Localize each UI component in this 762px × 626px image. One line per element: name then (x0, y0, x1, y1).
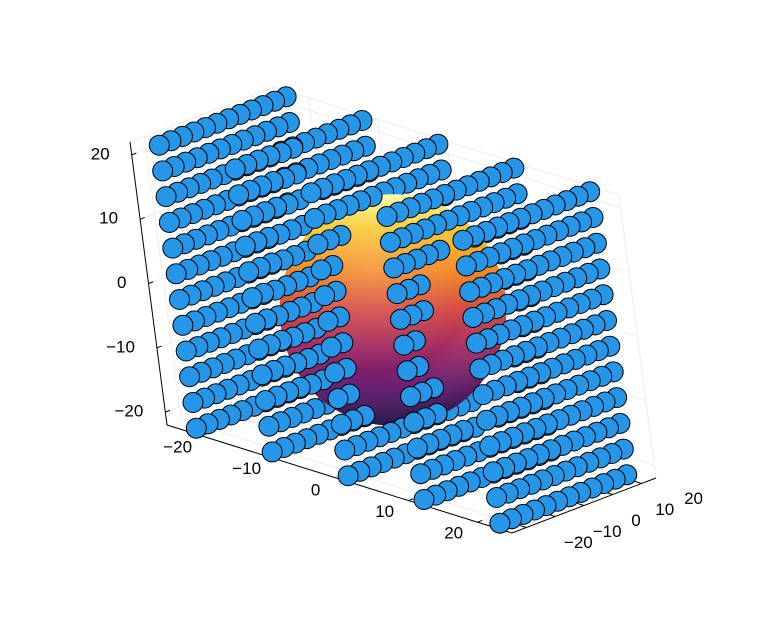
x-tick-label: −10 (232, 459, 261, 478)
y-tick-label: 10 (655, 500, 674, 519)
scatter-point (476, 409, 497, 431)
grid-line (156, 292, 302, 349)
z-tick-mark (131, 152, 137, 156)
scatter-point (486, 487, 508, 508)
scatter-point (314, 285, 336, 307)
scatter-point (244, 312, 266, 334)
x-tick-mark (477, 519, 483, 523)
scatter-point (228, 184, 250, 206)
x-tick-label: 20 (444, 524, 463, 543)
scatter-point (406, 437, 428, 459)
scatter-point (386, 283, 408, 305)
z-tick-mark (148, 281, 154, 284)
z-tick-mark (156, 345, 162, 349)
y-tick-label: 20 (684, 489, 703, 508)
scatter-point (155, 186, 177, 208)
points-front-layer (148, 86, 638, 534)
x-tick-label: 0 (311, 481, 320, 500)
scatter-point (317, 310, 339, 332)
scatter-point (251, 364, 273, 386)
scatter-point (459, 281, 481, 303)
scatter-point (393, 334, 415, 356)
scatter-point (455, 255, 477, 277)
scatter-point (185, 417, 207, 439)
y-tick-label: −20 (564, 533, 593, 552)
scatter-point (337, 465, 359, 487)
scatter-point (403, 411, 425, 433)
scatter-point (410, 463, 432, 485)
scatter-point (304, 207, 325, 229)
z-tick-label: −20 (114, 402, 143, 421)
scatter-point (330, 413, 352, 435)
scatter-point (258, 415, 280, 437)
x-tick-label: 10 (375, 502, 394, 521)
scatter-point (165, 263, 187, 285)
grid-line (275, 99, 621, 209)
scatter-point (152, 160, 174, 182)
scatter-point (169, 289, 190, 310)
x-tick-mark (408, 498, 414, 502)
scatter-point (224, 158, 246, 180)
scatter-point (182, 392, 204, 413)
scatter-point (172, 314, 194, 336)
scatter-point (334, 439, 356, 461)
scatter-point (248, 338, 270, 360)
scatter-point (465, 332, 487, 354)
grid-line (618, 194, 657, 479)
grid-line (139, 163, 285, 220)
grid-line (129, 86, 275, 143)
scatter-point (175, 340, 197, 362)
scatter-point (482, 461, 504, 483)
scatter-point (241, 287, 263, 309)
scatter-point (234, 235, 256, 257)
scatter-point (158, 211, 180, 233)
scatter-point (261, 441, 283, 463)
scatter-point (489, 512, 511, 534)
scatter-point (324, 362, 346, 384)
scatter-point (320, 336, 342, 358)
z-tick-label: 10 (99, 209, 118, 228)
scatter-point (238, 261, 260, 283)
scatter-point (327, 388, 349, 409)
scatter-point (469, 358, 491, 380)
scatter-point (162, 237, 184, 259)
scatter-point (179, 366, 201, 388)
scatter-point (462, 306, 484, 328)
scatter-point (231, 209, 253, 231)
scatter-point (148, 134, 170, 156)
scatter-point (396, 360, 418, 382)
y-tick-label: −10 (593, 522, 622, 541)
scatter-point (413, 489, 435, 510)
scatter-point (479, 435, 501, 457)
z-tick-label: −10 (106, 337, 135, 356)
z-tick-mark (165, 409, 171, 413)
z-tick-label: 0 (117, 273, 126, 292)
scatter-point (472, 384, 494, 406)
scatter-point (255, 390, 276, 411)
y-tick-label: 0 (631, 511, 640, 530)
scatter-point (400, 386, 422, 408)
z-tick-label: 20 (91, 144, 110, 163)
scatter-point (300, 182, 322, 204)
z-tick-mark (139, 216, 145, 220)
scatter-point (376, 206, 398, 227)
scatter-point (390, 308, 411, 330)
scatter-point (452, 229, 474, 251)
scatter-point (383, 257, 405, 279)
scatter-point (307, 233, 329, 255)
x-tick-label: −20 (163, 437, 192, 456)
scatter-point (379, 231, 401, 253)
scatter-point (310, 259, 332, 281)
